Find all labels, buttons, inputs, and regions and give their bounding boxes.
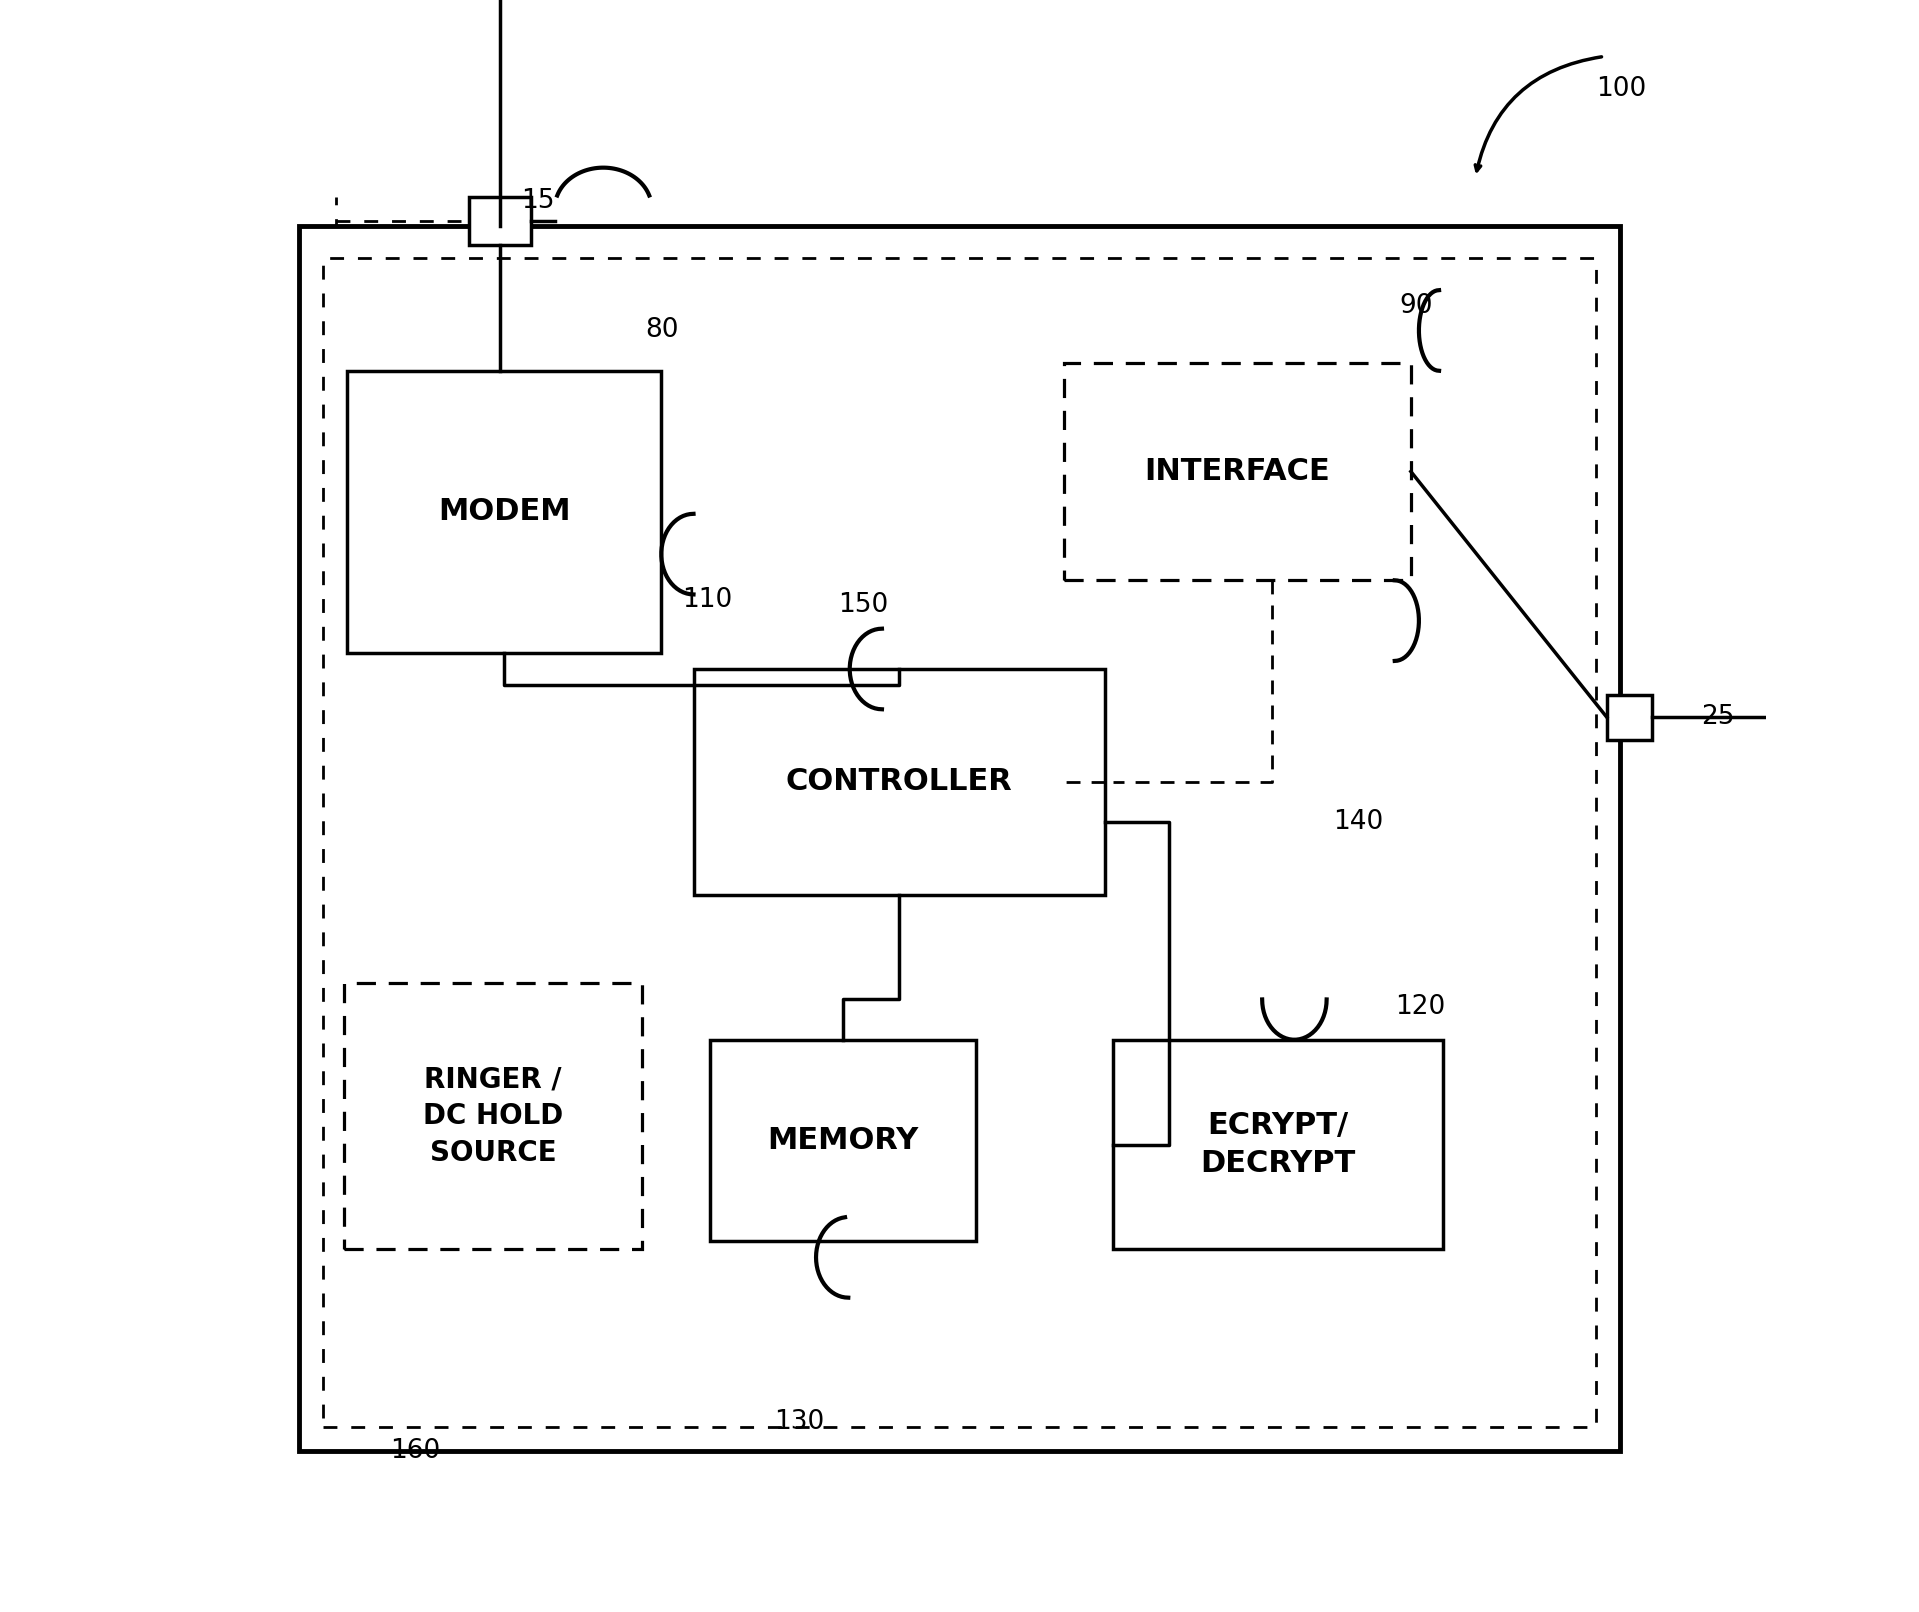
Bar [1065, 363, 1410, 580]
Bar [470, 197, 532, 245]
Text: MODEM: MODEM [438, 498, 570, 526]
Bar [1606, 695, 1652, 740]
Text: ECRYPT/
DECRYPT: ECRYPT/ DECRYPT [1199, 1111, 1355, 1178]
Bar [299, 226, 1620, 1451]
Text: 150: 150 [839, 592, 888, 617]
Text: 100: 100 [1597, 76, 1647, 102]
Text: 15: 15 [522, 189, 555, 214]
Text: 110: 110 [683, 587, 733, 613]
Bar [322, 258, 1597, 1427]
Text: CONTROLLER: CONTROLLER [785, 767, 1013, 796]
Text: INTERFACE: INTERFACE [1146, 458, 1330, 485]
Text: 80: 80 [645, 318, 679, 343]
Text: 130: 130 [773, 1409, 825, 1435]
Text: 160: 160 [390, 1438, 441, 1464]
Bar [1113, 1040, 1443, 1249]
Text: 90: 90 [1399, 293, 1433, 319]
Text: RINGER /
DC HOLD
SOURCE: RINGER / DC HOLD SOURCE [422, 1066, 562, 1167]
Text: 140: 140 [1334, 809, 1384, 835]
Bar [347, 371, 662, 653]
Text: MEMORY: MEMORY [768, 1127, 919, 1154]
Bar [693, 669, 1105, 895]
Text: 25: 25 [1700, 704, 1735, 730]
Bar [710, 1040, 975, 1241]
Bar [344, 983, 643, 1249]
Text: 120: 120 [1395, 995, 1445, 1020]
